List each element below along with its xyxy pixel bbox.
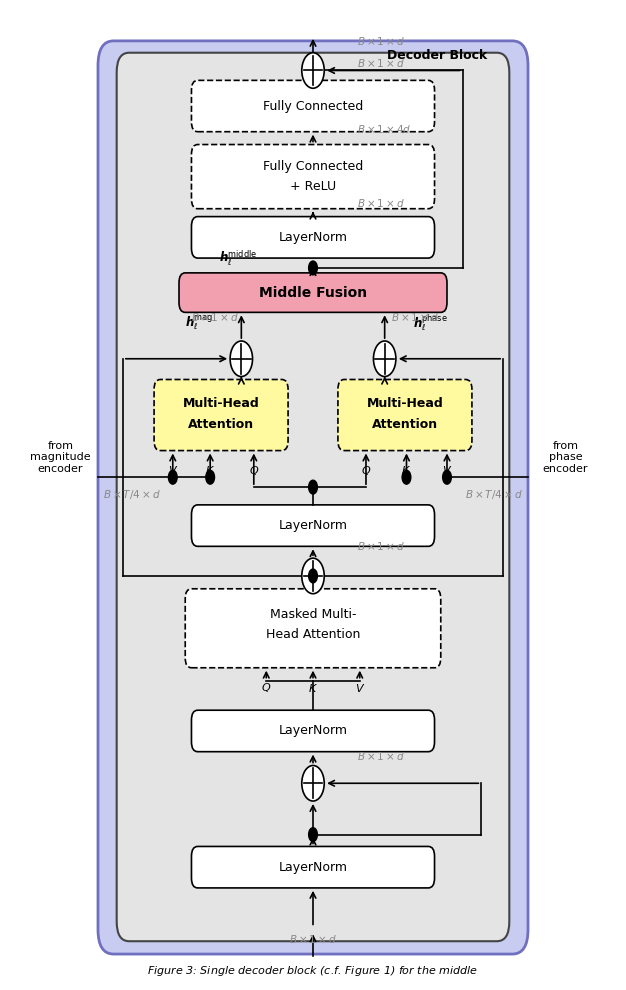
Text: $B\times1\times d$: $B\times1\times d$ — [357, 35, 404, 47]
Circle shape — [206, 470, 215, 484]
Text: Middle Fusion: Middle Fusion — [259, 286, 367, 300]
Text: $V$: $V$ — [442, 464, 452, 476]
Circle shape — [168, 470, 177, 484]
Text: Multi-Head: Multi-Head — [183, 397, 259, 410]
Text: LayerNorm: LayerNorm — [279, 519, 347, 532]
FancyBboxPatch shape — [185, 589, 441, 668]
FancyBboxPatch shape — [98, 41, 528, 954]
Circle shape — [302, 558, 324, 594]
Text: $B\times1\times d$: $B\times1\times d$ — [357, 197, 404, 209]
Text: $B\times1\times d$: $B\times1\times d$ — [289, 934, 337, 945]
Text: Multi-Head: Multi-Head — [367, 397, 443, 410]
FancyBboxPatch shape — [192, 505, 434, 546]
Text: $Q$: $Q$ — [249, 464, 259, 477]
Text: LayerNorm: LayerNorm — [279, 725, 347, 738]
Text: $V$: $V$ — [168, 464, 178, 476]
Text: $B\times T/4\times d$: $B\times T/4\times d$ — [103, 488, 161, 502]
Text: $\boldsymbol{h}_\ell^{\mathrm{phase}}$: $\boldsymbol{h}_\ell^{\mathrm{phase}}$ — [413, 312, 448, 333]
Text: LayerNorm: LayerNorm — [279, 860, 347, 874]
Text: from
magnitude
encoder: from magnitude encoder — [30, 441, 91, 474]
FancyBboxPatch shape — [154, 379, 288, 450]
Text: Figure 3: Single decoder block (c.f. Figure 1) for the $\mathit{middle}$: Figure 3: Single decoder block (c.f. Fig… — [147, 964, 479, 978]
Text: $B\times1\times d$: $B\times1\times d$ — [357, 56, 404, 68]
Text: $B\times1\times d$: $B\times1\times d$ — [357, 541, 404, 552]
Text: $B\times T/4\times d$: $B\times T/4\times d$ — [465, 488, 523, 502]
Text: from
phase
encoder: from phase encoder — [543, 441, 588, 474]
Text: Decoder Block: Decoder Block — [387, 50, 488, 62]
Circle shape — [443, 470, 451, 484]
Text: $Q$: $Q$ — [261, 681, 272, 694]
Text: $\boldsymbol{h}_\ell^{\mathrm{middle}}$: $\boldsymbol{h}_\ell^{\mathrm{middle}}$ — [218, 248, 257, 267]
Text: LayerNorm: LayerNorm — [279, 231, 347, 244]
Text: Head Attention: Head Attention — [266, 628, 360, 641]
Text: $\boldsymbol{h}_\ell^{\mathrm{mag}}$: $\boldsymbol{h}_\ell^{\mathrm{mag}}$ — [185, 313, 213, 332]
Text: Attention: Attention — [372, 419, 438, 432]
Text: $K$: $K$ — [308, 681, 318, 694]
Text: Masked Multi-: Masked Multi- — [270, 608, 356, 621]
Text: + ReLU: + ReLU — [290, 180, 336, 193]
Text: $Q$: $Q$ — [361, 464, 371, 477]
FancyBboxPatch shape — [192, 846, 434, 888]
FancyBboxPatch shape — [116, 52, 510, 941]
Circle shape — [402, 470, 411, 484]
FancyBboxPatch shape — [192, 145, 434, 209]
Text: $B\times1\times d$: $B\times1\times d$ — [357, 749, 404, 761]
Text: $B\times1\times4d$: $B\times1\times4d$ — [357, 123, 411, 135]
FancyBboxPatch shape — [338, 379, 472, 450]
FancyBboxPatch shape — [192, 217, 434, 258]
Text: $K$: $K$ — [401, 464, 411, 476]
Text: $B\times1\times d$: $B\times1\times d$ — [192, 311, 239, 324]
Circle shape — [309, 828, 317, 842]
Circle shape — [302, 765, 324, 801]
Text: Attention: Attention — [188, 419, 254, 432]
Circle shape — [309, 480, 317, 494]
Circle shape — [302, 52, 324, 88]
FancyBboxPatch shape — [192, 80, 434, 132]
Text: $K$: $K$ — [205, 464, 215, 476]
Text: Fully Connected: Fully Connected — [263, 160, 363, 173]
FancyBboxPatch shape — [192, 710, 434, 751]
FancyBboxPatch shape — [179, 273, 447, 313]
Text: $B\times1\times d$: $B\times1\times d$ — [391, 311, 439, 324]
Circle shape — [374, 341, 396, 376]
Circle shape — [309, 569, 317, 583]
Circle shape — [309, 261, 317, 275]
Text: Fully Connected: Fully Connected — [263, 100, 363, 113]
Circle shape — [230, 341, 252, 376]
Text: $V$: $V$ — [354, 681, 365, 694]
